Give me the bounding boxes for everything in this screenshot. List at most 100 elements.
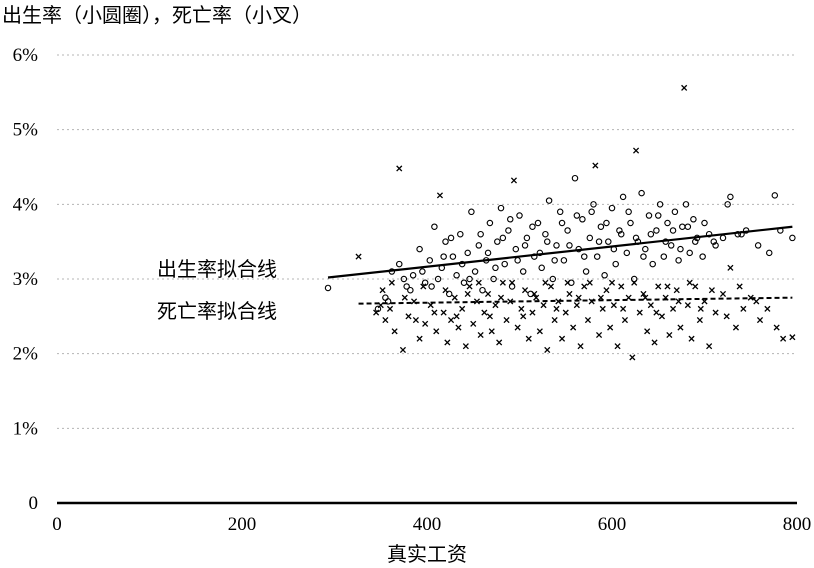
- death-rate-point: [603, 287, 610, 294]
- birth-rate-point: [492, 264, 499, 272]
- birth-rate-point: [566, 242, 573, 249]
- death-rate-point: [584, 317, 592, 324]
- death-rate-point: [481, 309, 488, 316]
- death-rate-point: [756, 317, 764, 324]
- birth-rate-point: [551, 257, 558, 264]
- birth-rate-point: [765, 249, 773, 257]
- birth-rate-point: [400, 275, 408, 283]
- death-rate-point: [496, 339, 503, 346]
- birth-rate-point: [690, 216, 697, 223]
- birth-rate-point: [590, 201, 597, 208]
- death-rate-point: [629, 354, 636, 361]
- death-rate-point: [614, 343, 621, 350]
- birth-rate-point: [580, 253, 588, 260]
- birth-rate-point: [382, 294, 389, 301]
- death-rate-point: [564, 279, 571, 286]
- death-rate-point: [780, 335, 787, 342]
- birth-rate-point: [605, 238, 612, 245]
- birth-rate-point: [549, 275, 557, 283]
- death-rate-point: [647, 302, 654, 309]
- death-rate-point: [459, 305, 466, 312]
- chart-title: 出生率（小圆圈），死亡率（小叉）: [2, 3, 312, 27]
- birth-rate-point: [403, 283, 410, 290]
- death-rate-point: [547, 283, 555, 290]
- birth-rate-point: [625, 208, 632, 216]
- birth-fit-label: 出生率拟合线: [157, 257, 277, 281]
- death-rate-point: [433, 328, 440, 335]
- death-rate-point: [531, 290, 538, 297]
- birth-rate-point: [573, 212, 581, 219]
- death-rate-point: [514, 324, 521, 331]
- death-rate-point: [697, 305, 704, 312]
- death-rate-point: [753, 298, 760, 305]
- birth-rate-point: [453, 272, 460, 279]
- death-rate-point: [684, 302, 691, 309]
- birth-rate-point: [477, 230, 484, 238]
- death-rate-point: [525, 335, 532, 342]
- death-rate-point: [608, 279, 616, 286]
- birth-rate-point: [719, 234, 727, 242]
- birth-rate-point: [447, 234, 455, 242]
- birth-rate-point: [682, 201, 690, 208]
- death-rate-point: [473, 298, 481, 305]
- birth-rate-point: [475, 242, 483, 249]
- death-rate-point: [447, 317, 455, 324]
- birth-rate-point: [564, 227, 571, 234]
- birth-rate-point: [457, 230, 464, 238]
- birth-rate-point: [623, 249, 631, 257]
- birth-rate-point: [506, 216, 514, 223]
- birth-rate-point: [536, 249, 544, 257]
- death-rate-point: [518, 305, 525, 312]
- birth-rate-point: [608, 204, 616, 212]
- death-rate-point: [653, 309, 660, 316]
- death-rate-point: [451, 294, 458, 301]
- birth-rate-point: [395, 260, 403, 268]
- birth-rate-point: [445, 290, 453, 298]
- birth-rate-point: [471, 268, 479, 275]
- death-rate-point: [723, 313, 730, 320]
- birth-rate-point: [426, 257, 434, 264]
- death-rate-point: [386, 305, 394, 312]
- death-rate-point: [575, 294, 582, 301]
- death-rate-point: [542, 279, 549, 286]
- birth-rate-point: [724, 201, 731, 208]
- birth-rate-point: [617, 230, 625, 238]
- death-rate-point: [677, 324, 684, 331]
- birth-rate-point: [660, 253, 668, 260]
- death-fit-line: [358, 296, 793, 305]
- death-rate-point: [562, 309, 569, 316]
- birth-rate-point: [543, 238, 551, 245]
- birth-rate-point: [612, 260, 619, 268]
- death-rate-point: [712, 309, 719, 316]
- x-axis-title: 真实工资: [387, 542, 467, 566]
- death-rate-point: [607, 324, 614, 331]
- death-rate-point: [666, 331, 673, 339]
- death-rate-point: [664, 283, 671, 290]
- birth-rate-point: [593, 253, 601, 260]
- data-points: [324, 84, 796, 361]
- birth-rate-point: [616, 227, 623, 234]
- birth-rate-point: [684, 223, 692, 230]
- birth-rate-point: [556, 208, 564, 216]
- death-rate-point: [396, 165, 403, 172]
- death-rate-point: [595, 331, 603, 339]
- birth-rate-point: [508, 283, 516, 290]
- birth-rate-point: [691, 238, 699, 245]
- death-rate-point: [732, 324, 740, 331]
- death-rate-point: [618, 283, 625, 290]
- birth-rate-point: [490, 275, 497, 283]
- death-rate-point: [499, 279, 506, 286]
- birth-rate-point: [677, 245, 684, 253]
- death-rate-point: [740, 305, 747, 312]
- death-fit-label: 死亡率拟合线: [157, 299, 277, 323]
- death-rate-point: [692, 283, 699, 290]
- birth-rate-point: [521, 242, 529, 249]
- birth-rate-point: [653, 227, 660, 234]
- birth-rate-point: [384, 298, 392, 305]
- y-axis-ticks: 0 1% 2% 3% 4% 5% 6%: [13, 45, 39, 514]
- birth-rate-point: [523, 234, 531, 242]
- death-rate-point: [544, 346, 551, 353]
- birth-rate-point: [582, 268, 590, 275]
- birth-rate-point: [568, 279, 575, 286]
- x-axis-ticks: 0 200 400 600 800: [52, 514, 811, 535]
